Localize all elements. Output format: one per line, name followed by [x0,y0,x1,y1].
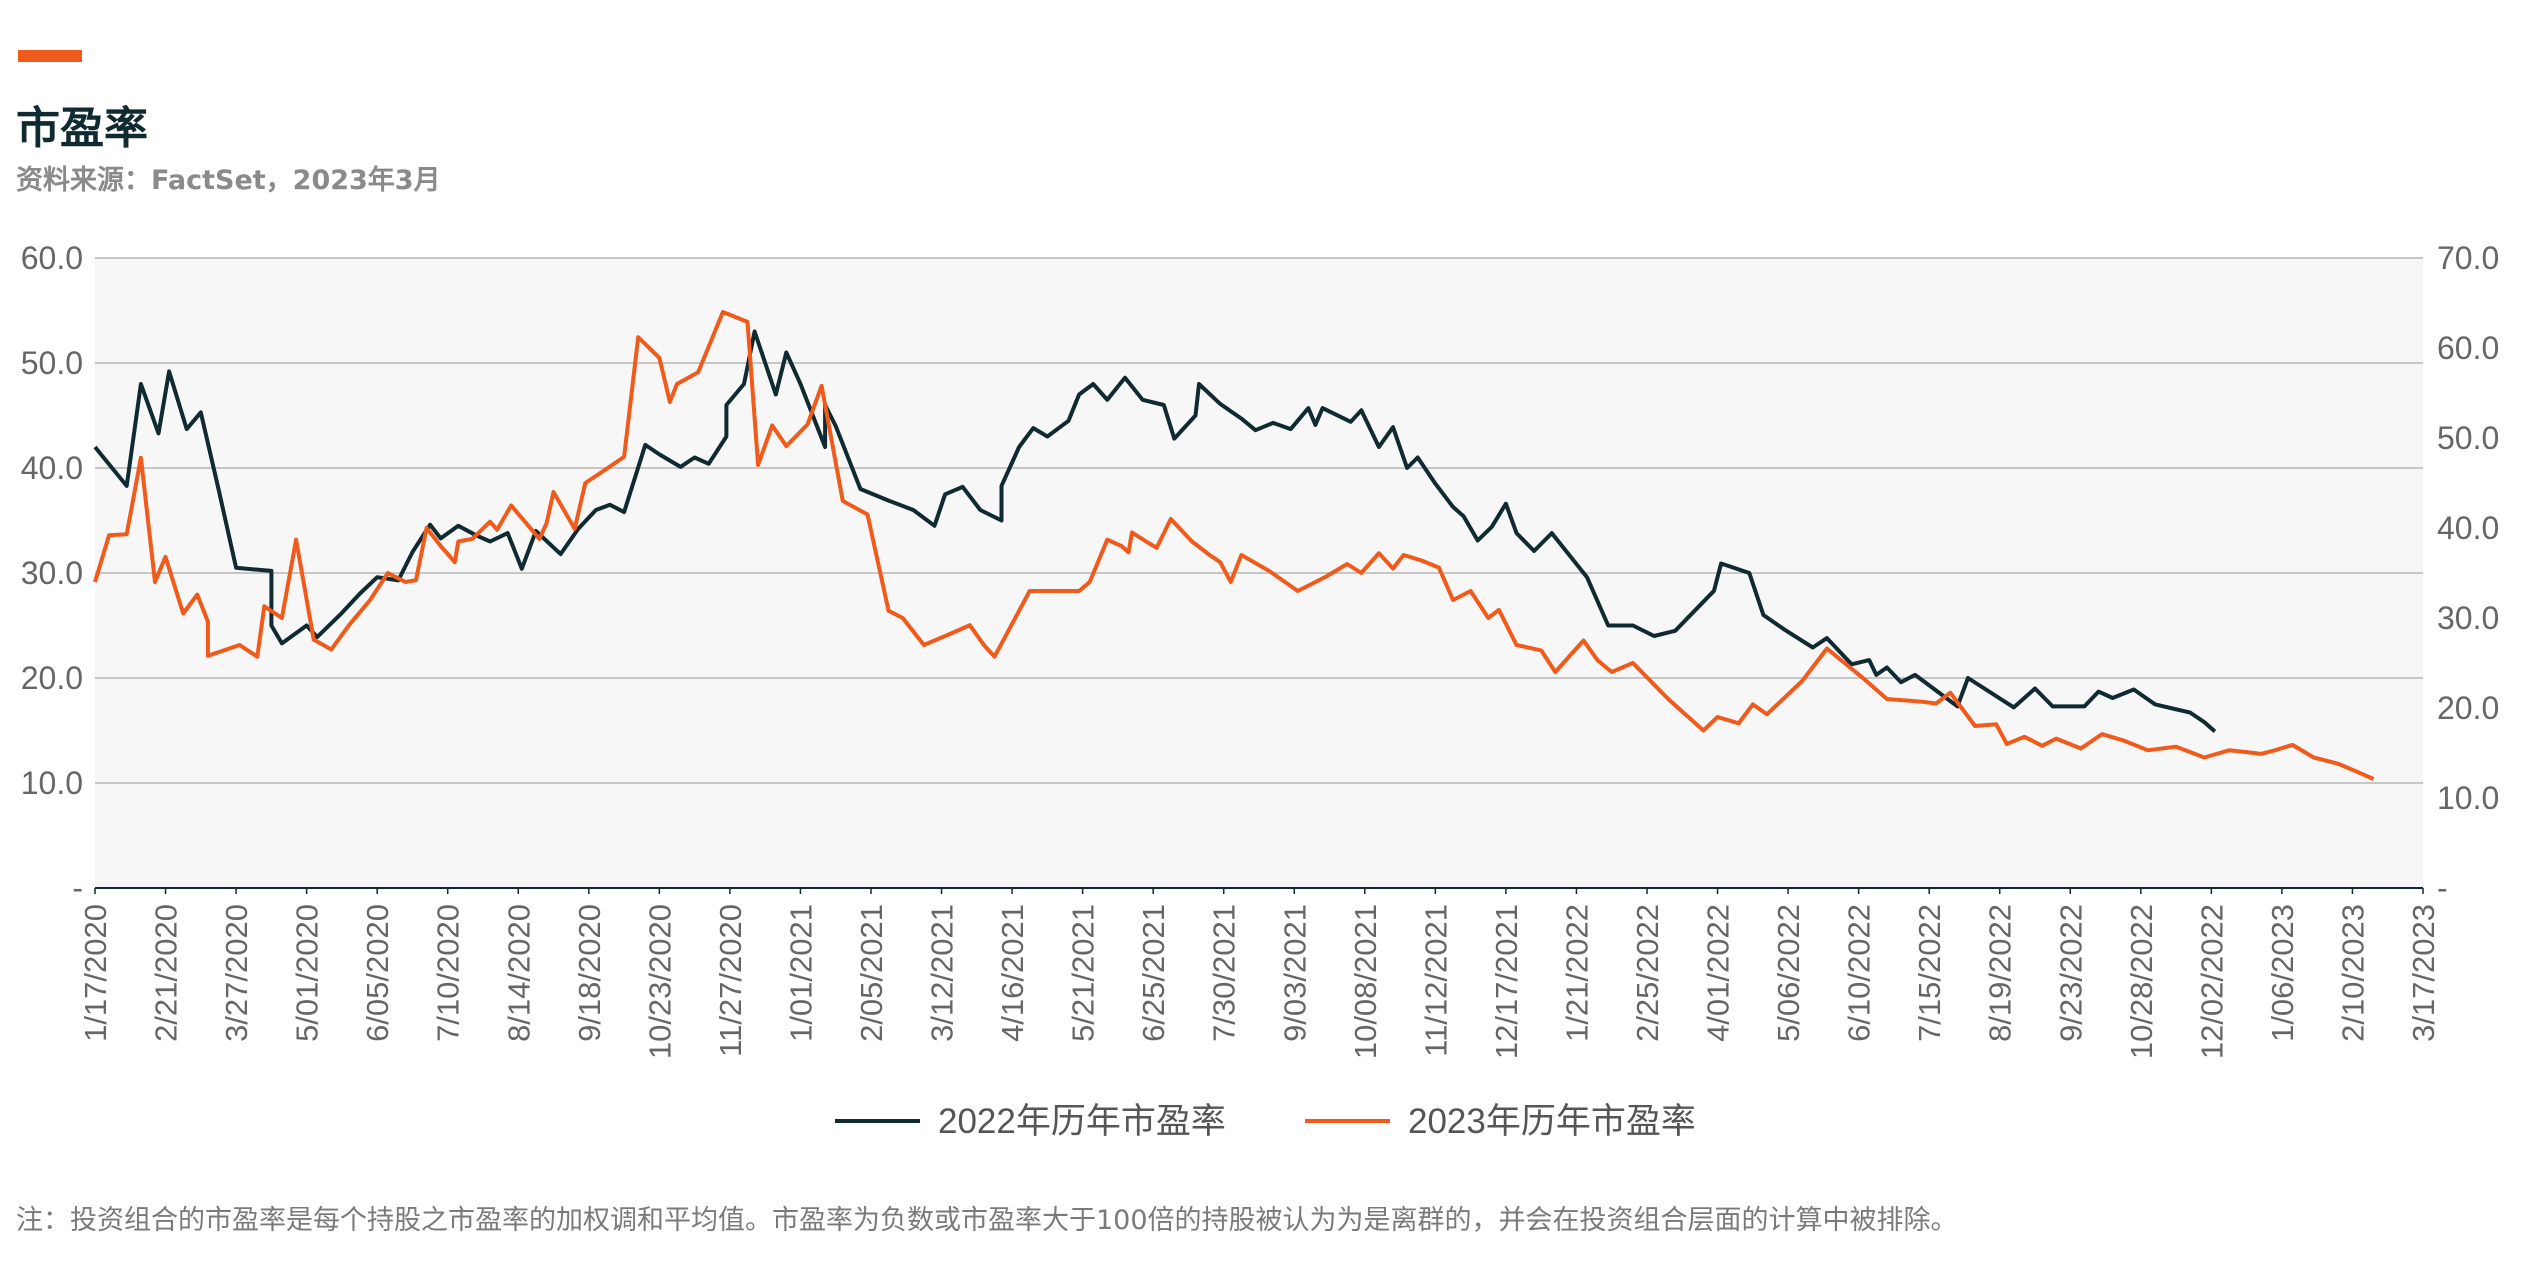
y-left-tick-label: 50.0 [21,345,83,381]
x-tick-label: 10/28/2022 [2124,904,2159,1059]
chart-title: 市盈率 [16,103,148,154]
y-left-tick-label: 60.0 [21,240,83,276]
x-tick-label: 3/27/2020 [219,904,254,1042]
x-tick-label: 2/10/2023 [2335,904,2370,1042]
footnote: 注：投资组合的市盈率是每个持股之市盈率的加权调和平均值。市盈率为负数或市盈率大于… [16,1205,1958,1236]
x-tick-label: 3/12/2021 [925,904,960,1042]
x-tick-label: 1/21/2022 [1559,904,1594,1042]
x-tick-label: 1/01/2021 [783,904,818,1042]
x-tick-label: 6/10/2022 [1842,904,1877,1042]
axes: - 10.0 20.0 30.0 40.0 50.0 60.0 - 10.0 20.0 30.0 40… [21,240,2500,1059]
y-right-tick-label: 40.0 [2437,510,2499,546]
legend: 2022年历年市盈率 2023年历年市盈率 [835,1102,1696,1141]
y-right-tick-label: - [2437,870,2448,906]
x-tick-label: 11/27/2020 [713,904,748,1057]
x-tick-label: 2/25/2022 [1630,904,1665,1042]
x-tick-label: 9/23/2022 [2053,904,2088,1042]
x-tick-label: 6/25/2021 [1136,904,1171,1042]
y-right-tick-label: 30.0 [2437,600,2499,636]
x-tick-label: 9/03/2021 [1277,904,1312,1042]
x-tick-label: 5/21/2021 [1066,904,1101,1042]
x-tick-label: 2/05/2021 [854,904,889,1042]
legend-label-2023: 2023年历年市盈率 [1408,1102,1696,1141]
y-right-tick-label: 50.0 [2437,420,2499,456]
series-line-2022 [93,329,2217,733]
y-left-tick-label: - [72,870,83,906]
x-tick-label: 7/10/2020 [431,904,466,1042]
y-right-tick-label: 70.0 [2437,240,2499,276]
y-left-tick-label: 30.0 [21,555,83,591]
y-right-tick-label: 60.0 [2437,330,2499,366]
x-tick-label: 2/21/2020 [149,904,184,1042]
y-right-tick-label: 10.0 [2437,780,2499,816]
x-tick-label: 4/16/2021 [995,904,1030,1042]
series-line-2023 [93,310,2375,781]
y-left-tick-label: 20.0 [21,660,83,696]
x-tick-label: 10/23/2020 [642,904,677,1059]
x-tick-label: 10/08/2021 [1348,904,1383,1059]
x-tick-label: 8/14/2020 [501,904,536,1042]
x-tick-label: 8/19/2022 [1983,904,2018,1042]
x-tick-label: 7/15/2022 [1912,904,1947,1042]
x-tick-label: 5/01/2020 [290,904,325,1042]
x-tick-label: 6/05/2020 [360,904,395,1042]
x-tick-label: 11/12/2021 [1418,904,1453,1057]
accent-bar [18,50,82,62]
x-tick-label: 7/30/2021 [1207,904,1242,1042]
plot-area [95,257,2423,888]
chart-source: 资料来源：FactSet，2023年3月 [16,165,441,196]
y-left-tick-label: 40.0 [21,450,83,486]
y-right-tick-label: 20.0 [2437,690,2499,726]
x-tick-label: 1/17/2020 [78,904,113,1042]
x-tick-label: 12/02/2022 [2194,904,2229,1059]
x-tick-label: 12/17/2021 [1489,904,1524,1059]
x-tick-label: 3/17/2023 [2406,904,2441,1042]
y-left-tick-label: 10.0 [21,765,83,801]
x-tick-label: 9/18/2020 [572,904,607,1042]
legend-label-2022: 2022年历年市盈率 [938,1102,1226,1141]
series-lines [93,310,2375,781]
x-tick-label: 5/06/2022 [1771,904,1806,1042]
x-tick-label: 1/06/2023 [2265,904,2300,1042]
x-tick-label: 4/01/2022 [1701,904,1736,1042]
